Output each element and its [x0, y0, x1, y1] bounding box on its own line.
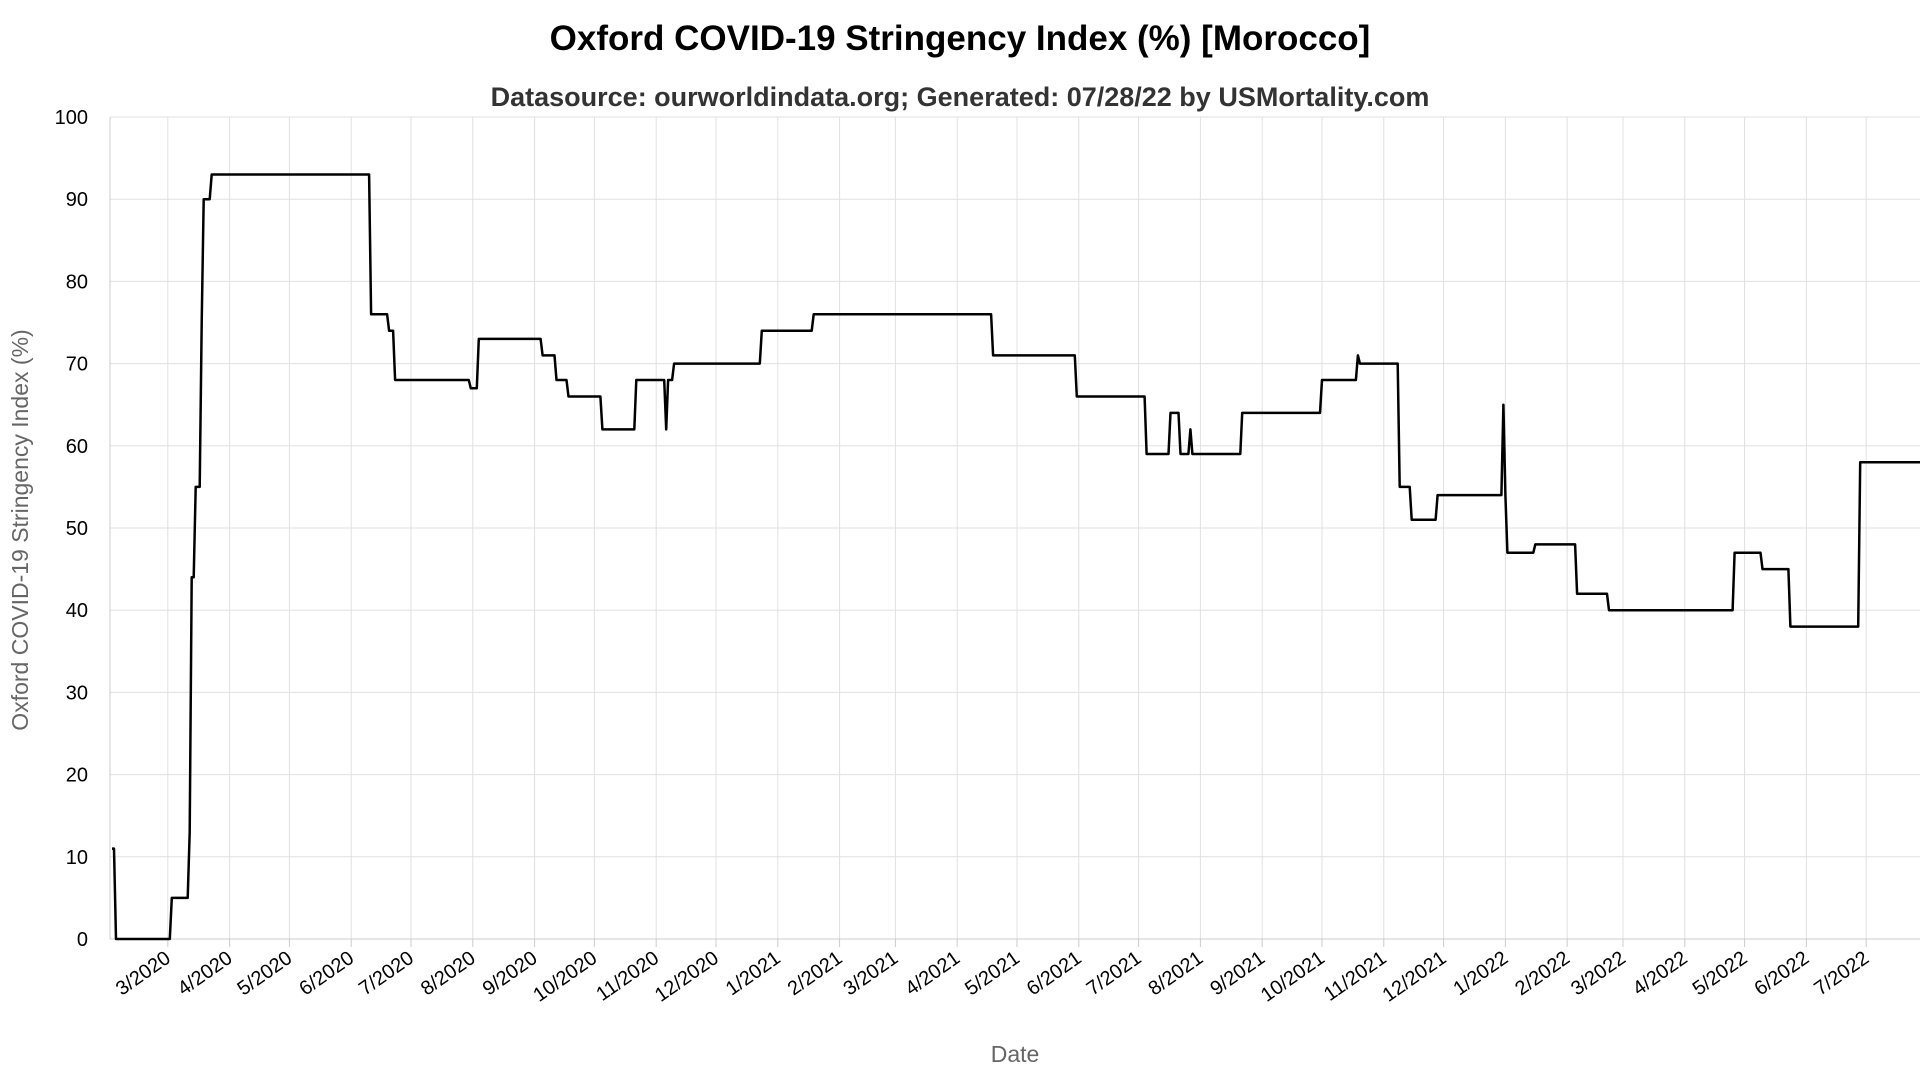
y-tick-label: 80	[66, 271, 88, 293]
y-tick-label: 30	[66, 682, 88, 704]
y-tick-label: 60	[66, 436, 88, 458]
x-tick-label: 11/2021	[1320, 947, 1391, 1006]
axes	[109, 117, 1920, 940]
x-tick-label: 7/2021	[1083, 947, 1146, 1000]
x-axis-title: Date	[991, 1041, 1040, 1067]
x-tick-label: 7/2022	[1810, 947, 1873, 1000]
y-tick-label: 100	[55, 107, 88, 129]
x-tick-label: 6/2021	[1023, 947, 1086, 1000]
y-tick-label: 90	[66, 189, 88, 211]
x-tick-label: 6/2020	[295, 947, 358, 1000]
x-tick-label: 10/2020	[529, 947, 601, 1006]
y-tick-label: 0	[77, 929, 88, 951]
x-tick-label: 2/2021	[784, 947, 847, 1000]
series-layer	[112, 173, 1920, 941]
y-axis-title: Oxford COVID-19 Stringency Index (%)	[7, 329, 33, 730]
gridlines	[110, 116, 1920, 939]
chart-title: Oxford COVID-19 Stringency Index (%) [Mo…	[550, 19, 1371, 58]
y-tick-label: 70	[66, 354, 88, 376]
y-tick-label: 40	[66, 600, 88, 622]
x-tick-label: 3/2021	[840, 947, 903, 1000]
y-tick-label: 20	[66, 765, 88, 787]
y-axis-ticks: 0 10 20 30 40 50 60 70 80 90 100	[55, 107, 88, 951]
x-tick-label: 4/2020	[174, 947, 237, 1000]
y-tick-label: 50	[66, 518, 88, 540]
chart-subtitle: Datasource: ourworldindata.org; Generate…	[491, 82, 1430, 112]
x-tick-label: 7/2020	[355, 947, 418, 1000]
y-tick-label: 10	[66, 847, 88, 869]
x-tick-label: 1/2022	[1450, 947, 1513, 1000]
x-tick-label: 8/2021	[1145, 947, 1208, 1000]
x-tick-label: 2/2022	[1511, 947, 1574, 1000]
x-tick-label: 8/2020	[417, 947, 480, 1000]
x-tick-label: 12/2020	[651, 947, 723, 1006]
x-tick-label: 12/2021	[1379, 947, 1451, 1006]
series-line-stringency-index	[112, 173, 1920, 941]
x-tick-label: 1/2021	[722, 947, 785, 1000]
x-tick-label: 11/2020	[592, 947, 663, 1006]
x-tick-label: 4/2022	[1629, 947, 1692, 1000]
x-tick-label: 6/2022	[1751, 947, 1814, 1000]
x-tick-label: 3/2022	[1567, 947, 1630, 1000]
x-tick-label: 10/2021	[1257, 947, 1329, 1006]
x-tick-label: 4/2021	[901, 947, 964, 1000]
x-tick-label: 3/2020	[112, 947, 175, 1000]
x-tick-label: 5/2020	[234, 947, 297, 1000]
x-tick-label: 5/2022	[1689, 947, 1752, 1000]
x-tick-label: 5/2021	[961, 947, 1024, 1000]
